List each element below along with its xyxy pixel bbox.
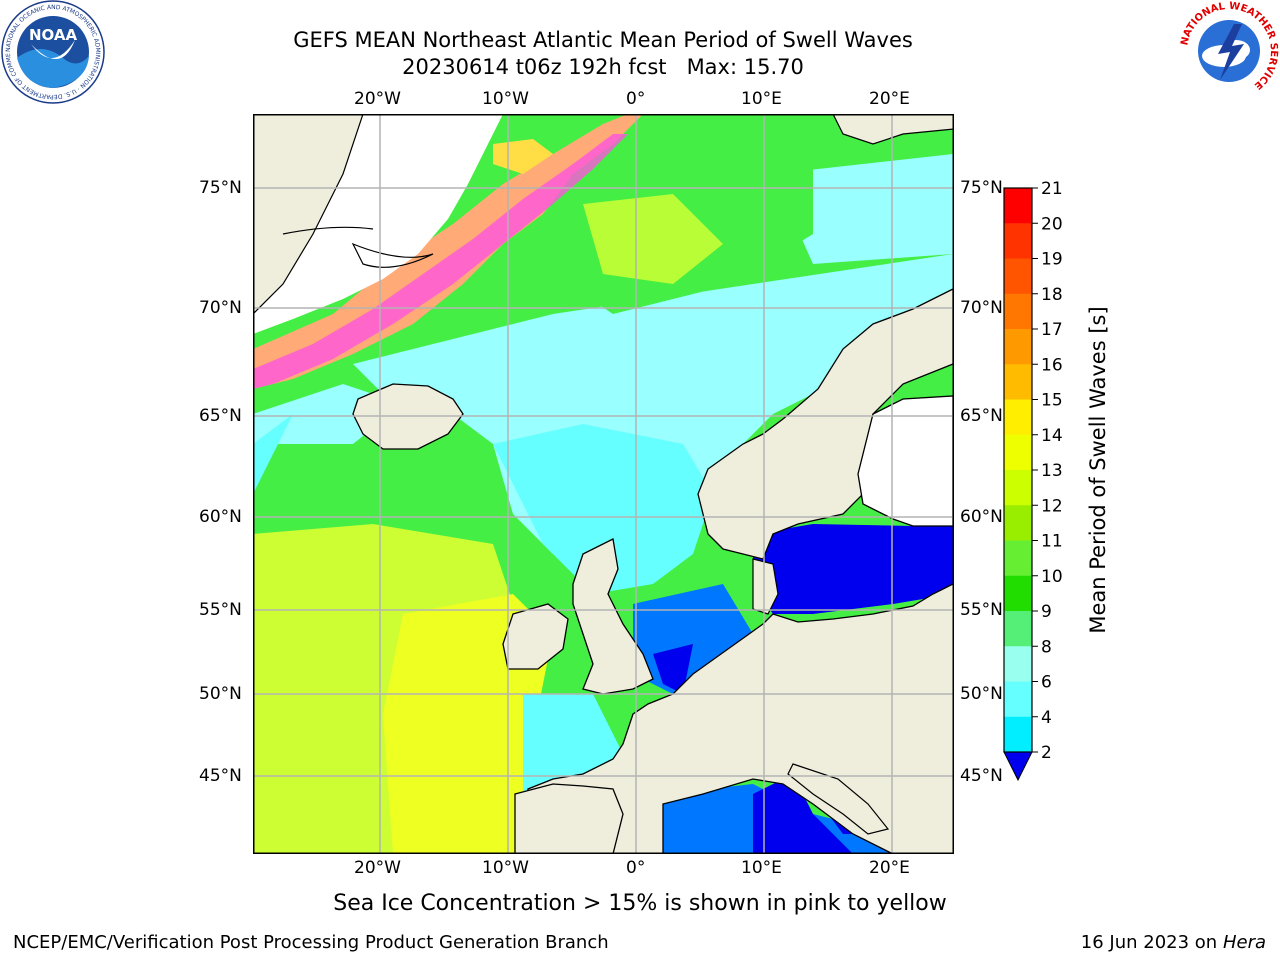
iberia-land [514, 783, 624, 854]
colorbar-tick-label: 11 [1041, 532, 1063, 552]
svalbard-land [832, 114, 954, 145]
lon-tick-bottom: 20°E [869, 858, 910, 878]
ireland-land [502, 603, 569, 670]
lat-tick-left: 55°N [199, 600, 242, 620]
lon-tick-top: 10°E [741, 89, 782, 109]
nws-logo: NATIONAL WEATHER SERVICE [1179, 1, 1279, 100]
sea-ice-note: Sea Ice Concentration > 15% is shown in … [333, 891, 947, 916]
lat-tick-right: 65°N [960, 406, 1003, 426]
swell-zone-tyrrhenian [753, 774, 853, 854]
lon-tick-bottom: 20°W [354, 858, 401, 878]
swell-zone-norwegian-sea [353, 254, 953, 584]
colorbar-segment [1004, 470, 1032, 506]
noaa-logo-text: NOAA [29, 26, 78, 44]
colorbar-tick-label: 15 [1041, 391, 1063, 411]
colorbar-tick-label: 18 [1041, 285, 1063, 305]
noaa-logo: NATIONAL OCEANIC AND ATMOSPHERIC ADMINIS… [1, 0, 105, 104]
colorbar-segment [1004, 329, 1032, 365]
sea-ice-band [253, 114, 643, 389]
chart-subtitle: 20230614 t06z 192h fcst Max: 15.70 [402, 55, 804, 79]
footer-credit: NCEP/EMC/Verification Post Processing Pr… [13, 932, 609, 953]
colorbar-segment [1004, 399, 1032, 436]
colorbar-under-triangle [1003, 751, 1033, 782]
italy-land [787, 763, 890, 835]
swell-zone-channel [653, 644, 693, 694]
colorbar-tick-label: 17 [1041, 320, 1063, 340]
colorbar-tick-label: 16 [1041, 355, 1063, 375]
swell-zone-greenland-coast [253, 414, 293, 494]
map-panel [253, 114, 954, 854]
colorbar-tick-label: 12 [1041, 496, 1063, 516]
footer-date-text: 16 Jun 2023 on [1080, 932, 1218, 953]
colorbar-tick-label: 19 [1041, 250, 1063, 270]
lat-tick-right: 50°N [960, 684, 1003, 704]
colorbar-segment [1004, 716, 1032, 753]
colorbar: 21 20 19 18 17 16 15 14 13 12 11 10 9 8 6 4 2 [995, 179, 1115, 790]
colorbar-tick-label: 21 [1041, 180, 1063, 199]
footer-host: Hera [1222, 932, 1266, 953]
swell-zone-baltic [753, 524, 953, 614]
lon-tick-bottom: 10°W [482, 858, 529, 878]
colorbar-segment [1004, 293, 1032, 330]
graticule [253, 114, 954, 854]
colorbar-canvas: 21 20 19 18 17 16 15 14 13 12 11 10 9 8 6 4 2 [1003, 179, 1063, 782]
lat-tick-left: 75°N [199, 178, 242, 198]
lat-tick-right: 70°N [960, 298, 1003, 318]
colorbar-tick-label: 2 [1041, 743, 1052, 763]
finland-lakes [857, 395, 954, 527]
lon-tick-top: 0° [626, 89, 646, 109]
swell-zone-north-sea-approach [493, 424, 713, 594]
swell-zone-barents [773, 154, 953, 264]
colorbar-segment [1004, 364, 1032, 400]
lat-tick-right: 55°N [960, 600, 1003, 620]
map-frame [253, 114, 954, 854]
colorbar-segment [1004, 646, 1032, 682]
colorbar-tick-label: 10 [1041, 567, 1063, 587]
map-canvas [253, 114, 954, 854]
colorbar-segment [1004, 258, 1032, 295]
lat-tick-right: 75°N [960, 178, 1003, 198]
colorbar-tick-label: 9 [1041, 602, 1052, 622]
colorbar-segment [1004, 505, 1032, 541]
colorbar-tick-label: 8 [1041, 637, 1052, 657]
lat-tick-right: 45°N [960, 766, 1003, 786]
lat-tick-left: 60°N [199, 507, 242, 527]
lon-tick-bottom: 10°E [741, 858, 782, 878]
greenland-fjord [282, 226, 374, 235]
lon-tick-top: 20°E [869, 89, 910, 109]
lon-tick-bottom: 0° [626, 858, 646, 878]
colorbar-segment [1004, 434, 1032, 471]
lat-tick-left: 70°N [199, 298, 242, 318]
denmark-land [752, 558, 779, 615]
colorbar-segment [1004, 611, 1032, 647]
greenland-land [253, 114, 364, 315]
sea-ice-edge [253, 134, 628, 389]
greenland-fjord [351, 242, 434, 268]
colorbar-tick-label: 20 [1041, 214, 1063, 234]
chart-title: GEFS MEAN Northeast Atlantic Mean Period… [293, 28, 913, 52]
colorbar-segment [1004, 188, 1032, 224]
lon-tick-top: 10°W [482, 89, 529, 109]
colorbar-tick-label: 14 [1041, 426, 1063, 446]
footer-date: 16 Jun 2023 on Hera [1081, 932, 1266, 954]
colorbar-segment [1004, 223, 1032, 259]
lat-tick-left: 50°N [199, 684, 242, 704]
colorbar-tick-label: 6 [1041, 673, 1052, 693]
lon-tick-top: 20°W [354, 89, 401, 109]
lat-tick-left: 65°N [199, 406, 242, 426]
lat-tick-right: 60°N [960, 507, 1003, 527]
colorbar-tick-label: 13 [1041, 461, 1063, 481]
colorbar-segment [1004, 575, 1032, 612]
swell-zone-12s-north [583, 194, 723, 284]
colorbar-tick-label: 4 [1041, 708, 1052, 728]
colorbar-segment [1004, 540, 1032, 577]
colorbar-segment [1004, 681, 1032, 718]
great-britain-land [572, 538, 654, 695]
lat-tick-left: 45°N [199, 766, 242, 786]
